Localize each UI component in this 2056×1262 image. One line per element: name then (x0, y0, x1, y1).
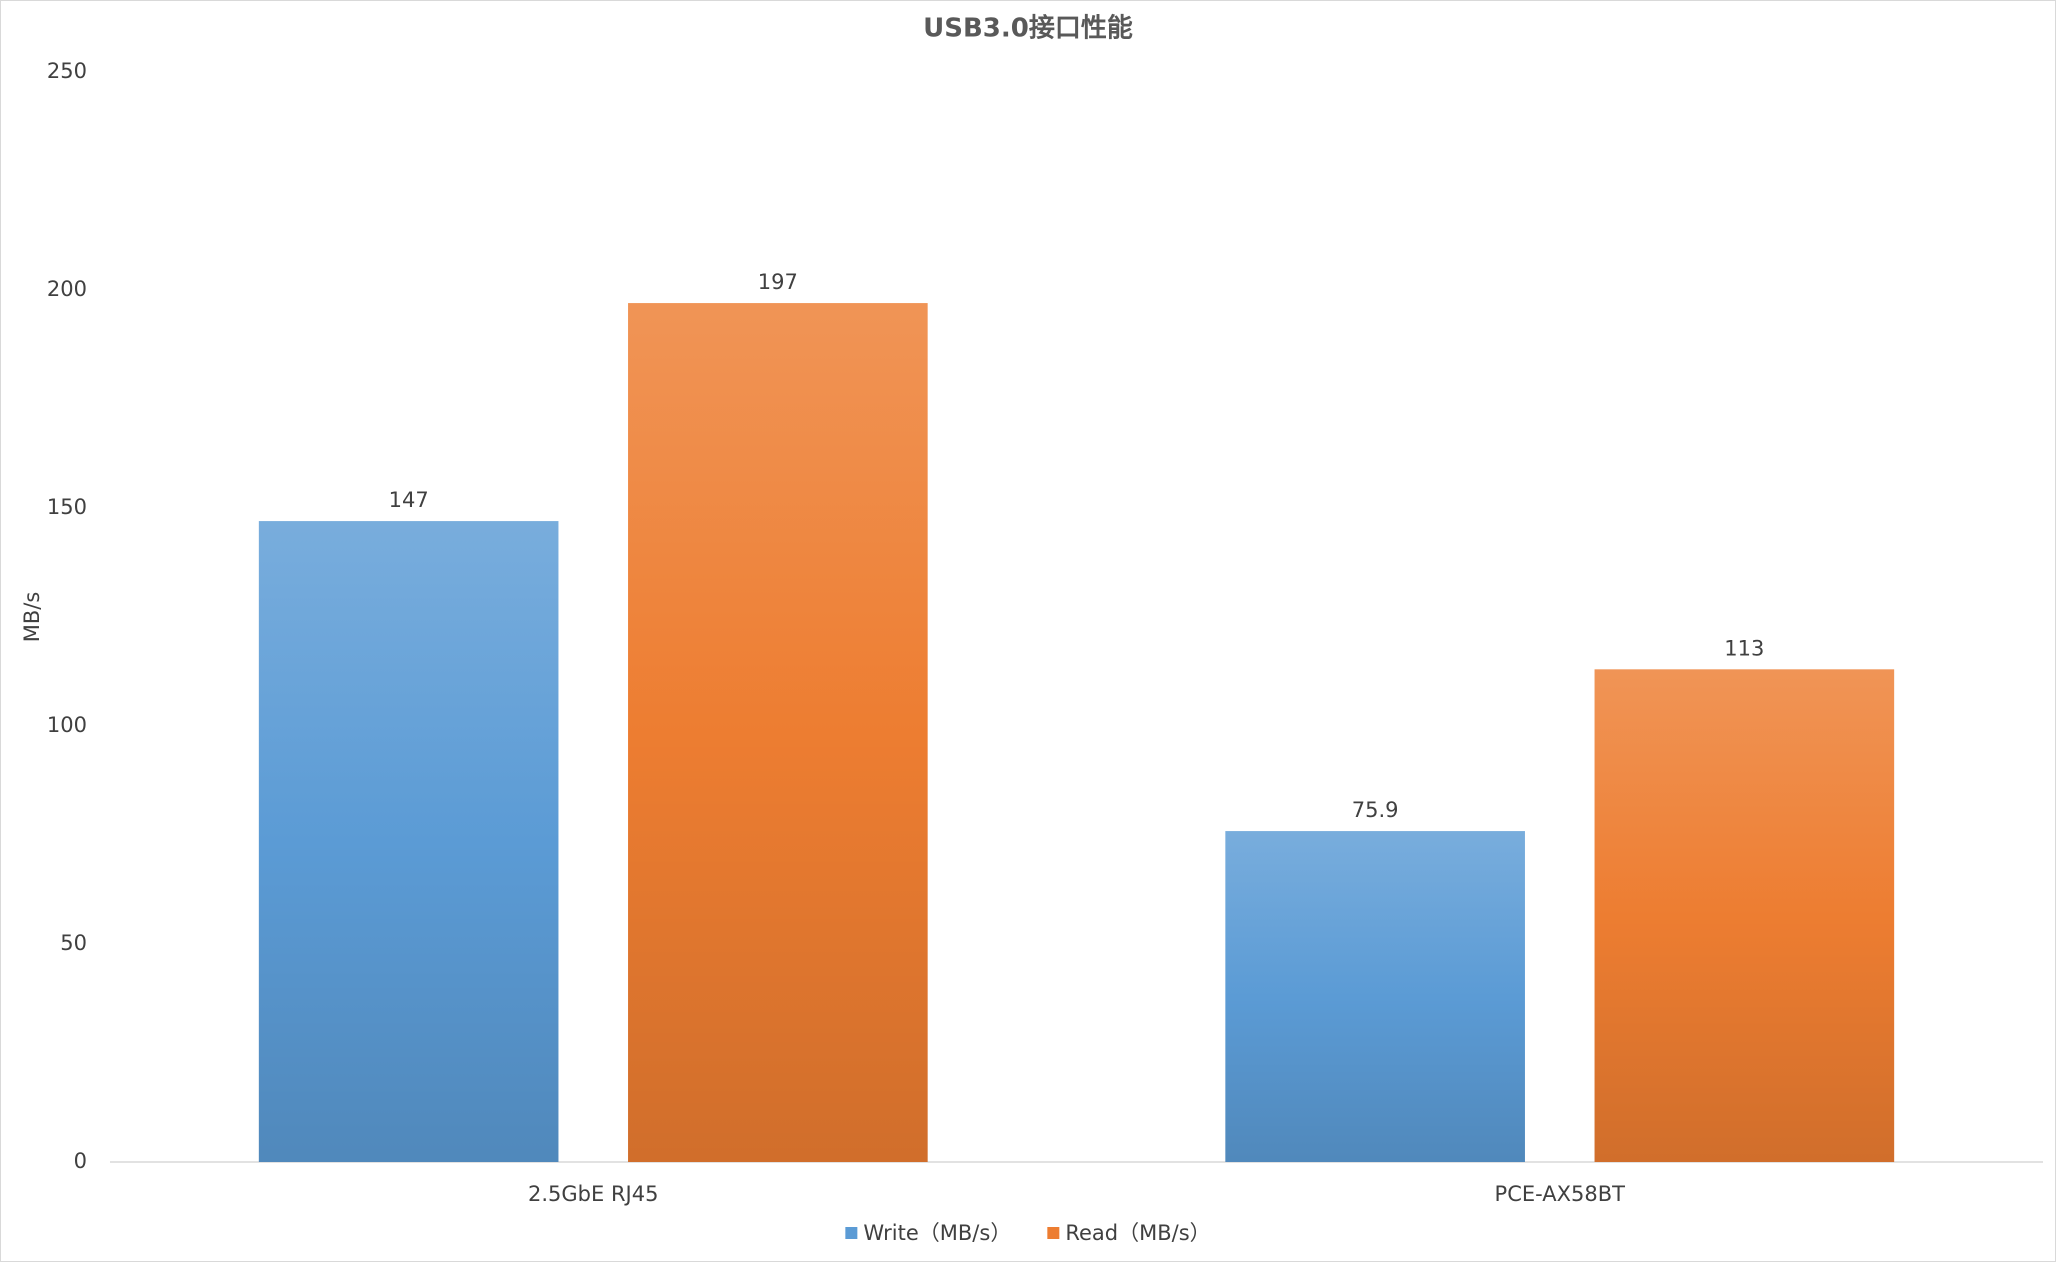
y-tick-label: 100 (47, 713, 87, 737)
bar-shade (258, 521, 559, 1162)
chart-title: USB3.0接口性能 (923, 13, 1133, 44)
legend-label: Read（MB/s） (1065, 1221, 1210, 1245)
y-tick-label: 200 (47, 277, 87, 301)
legend-swatch (1047, 1227, 1060, 1239)
data-label: 197 (758, 270, 798, 294)
data-label: 147 (389, 488, 429, 512)
y-tick-label: 250 (47, 59, 87, 83)
bar-shade (628, 303, 928, 1163)
x-tick-label: PCE-AX58BT (1495, 1182, 1626, 1206)
data-label: 113 (1724, 636, 1764, 660)
y-axis-label: MB/s (20, 592, 44, 643)
x-tick-label: 2.5GbE RJ45 (528, 1182, 658, 1206)
legend-swatch (845, 1227, 858, 1239)
legend-label: Write（MB/s） (863, 1221, 1011, 1245)
y-tick-label: 50 (60, 931, 87, 955)
data-label: 75.9 (1352, 798, 1399, 822)
bar-shade (1594, 669, 1895, 1162)
y-tick-label: 0 (74, 1149, 87, 1173)
y-tick-label: 150 (47, 495, 87, 519)
bar-shade (1225, 831, 1525, 1162)
